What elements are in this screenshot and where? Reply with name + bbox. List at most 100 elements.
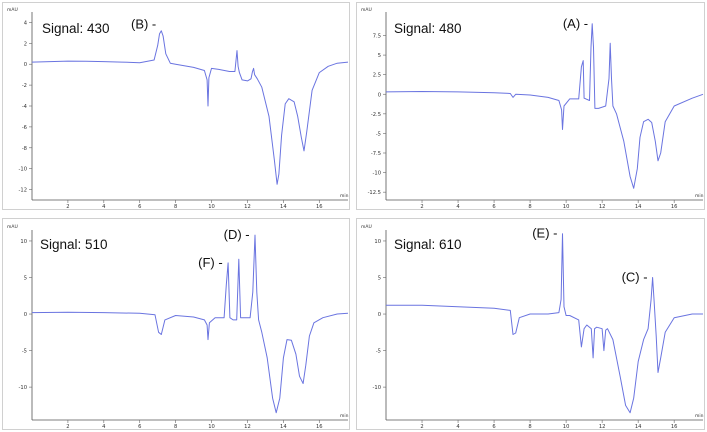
- y-tick-label: 5: [24, 276, 27, 282]
- peak-annotations: (B) -: [131, 17, 156, 32]
- signal-title: Signal: 510: [40, 237, 108, 252]
- y-tick-label: 10: [374, 239, 381, 245]
- x-tick-label: 8: [174, 204, 177, 210]
- y-tick-label: 2: [24, 41, 27, 47]
- peak-label: (B) -: [131, 17, 156, 32]
- axis-ticks: 4 2 0 -2 -4 -6 -8 -10 -12 2 4 6 8 10 12 14 16: [19, 20, 323, 210]
- signal-trace: [31, 234, 349, 414]
- peak-label: (C) -: [622, 270, 648, 285]
- chromatogram-plot: mAU min 10 5 0 -5 -10 2 4 6 8 10 12 14 16 Signal: 61…: [356, 218, 705, 430]
- x-tick-label: 6: [492, 204, 495, 210]
- y-tick-label: 7.5: [373, 34, 381, 40]
- y-unit-label: mAU: [7, 224, 18, 230]
- x-tick-label: 2: [66, 204, 69, 210]
- y-tick-label: -10: [19, 167, 27, 173]
- axis-ticks: 7.5 5 2.5 0 -2.5 -5 -7.5 -10 -12.5 2 4 6 8 10 12 14 16: [368, 34, 678, 211]
- y-tick-label: 0: [24, 62, 27, 68]
- x-tick-label: 16: [671, 204, 678, 210]
- x-tick-label: 8: [528, 204, 531, 210]
- x-tick-label: 8: [174, 424, 177, 430]
- y-tick-label: -10: [373, 171, 381, 177]
- x-unit-label: min: [340, 413, 349, 419]
- y-tick-label: -12.5: [368, 190, 381, 196]
- chromatogram-plot: mAU min 7.5 5 2.5 0 -2.5 -5 -7.5 -10 -12.5 2 4 6 8 10…: [356, 2, 705, 210]
- y-tick-label: -10: [373, 385, 381, 391]
- y-tick-label: -5: [376, 131, 381, 137]
- signal-title: Signal: 480: [394, 21, 462, 36]
- x-tick-label: 2: [420, 424, 423, 430]
- panel-frame: [2, 2, 350, 210]
- y-tick-label: -5: [376, 349, 381, 355]
- x-tick-label: 12: [599, 204, 606, 210]
- y-unit-label: mAU: [361, 224, 372, 230]
- chromatogram-panel-430: mAU min 4 2 0 -2 -4 -6 -8 -10 -12 2 4 6 8 10 12 14 16 Si…: [2, 2, 350, 210]
- panel-frame: [356, 2, 705, 210]
- peak-label: (D) -: [224, 227, 250, 242]
- y-tick-label: 4: [24, 20, 28, 26]
- x-tick-label: 10: [563, 204, 570, 210]
- y-tick-label: 5: [378, 53, 381, 59]
- signal-trace: [386, 233, 703, 414]
- y-tick-label: -5: [22, 349, 27, 355]
- chromatogram-plot: mAU min 4 2 0 -2 -4 -6 -8 -10 -12 2 4 6 8 10 12 14 16 Si…: [2, 2, 350, 210]
- y-tick-label: -8: [22, 146, 27, 152]
- y-unit-label: mAU: [7, 7, 18, 13]
- signal-trace: [385, 23, 704, 189]
- peak-annotations: (F) -(D) -: [198, 227, 249, 270]
- y-tick-label: -2: [22, 83, 27, 89]
- y-tick-label: 0: [24, 312, 27, 318]
- x-tick-label: 4: [102, 204, 106, 210]
- axis-ticks: 10 5 0 -5 -10 2 4 6 8 10 12 14 16: [373, 239, 678, 430]
- x-unit-label: min: [695, 413, 704, 419]
- x-tick-label: 4: [456, 424, 460, 430]
- x-tick-label: 16: [316, 204, 323, 210]
- signal-title: Signal: 610: [394, 237, 462, 252]
- y-tick-label: 0: [378, 312, 381, 318]
- peak-label: (F) -: [198, 255, 223, 270]
- x-tick-label: 10: [208, 204, 215, 210]
- x-tick-label: 6: [492, 424, 495, 430]
- x-tick-label: 6: [138, 204, 141, 210]
- chromatogram-panel-510: mAU min 10 5 0 -5 -10 2 4 6 8 10 12 14 16 Signal: 51…: [2, 218, 350, 430]
- chromatogram-plot: mAU min 10 5 0 -5 -10 2 4 6 8 10 12 14 16 Signal: 51…: [2, 218, 350, 430]
- signal-title: Signal: 430: [42, 21, 110, 36]
- x-tick-label: 2: [420, 204, 423, 210]
- peak-label: (E) -: [532, 226, 557, 241]
- y-tick-label: 2.5: [373, 73, 381, 79]
- x-unit-label: min: [695, 193, 704, 199]
- panel-frame: [2, 218, 350, 430]
- peak-annotations: (E) - (C) -: [532, 226, 647, 285]
- x-tick-label: 14: [280, 204, 287, 210]
- x-tick-label: 16: [316, 424, 323, 430]
- y-tick-label: 10: [20, 239, 27, 245]
- y-tick-label: -6: [22, 125, 27, 131]
- y-tick-label: -10: [19, 385, 27, 391]
- chromatogram-panel-610: mAU min 10 5 0 -5 -10 2 4 6 8 10 12 14 16 Signal: 61…: [356, 218, 705, 430]
- x-tick-label: 6: [138, 424, 141, 430]
- peak-annotations: (A) -: [563, 16, 588, 31]
- y-tick-label: 5: [378, 276, 381, 282]
- x-tick-label: 14: [635, 424, 642, 430]
- axis-ticks: 10 5 0 -5 -10 2 4 6 8 10 12 14 16: [19, 239, 323, 430]
- y-tick-label: -12: [19, 188, 27, 194]
- x-tick-label: 8: [528, 424, 531, 430]
- chromatogram-panel-480: mAU min 7.5 5 2.5 0 -2.5 -5 -7.5 -10 -12.5 2 4 6 8 10…: [356, 2, 705, 210]
- y-unit-label: mAU: [361, 7, 372, 13]
- x-tick-label: 12: [244, 424, 251, 430]
- y-tick-label: -7.5: [371, 151, 381, 157]
- y-tick-label: -2.5: [371, 112, 381, 118]
- x-tick-label: 10: [208, 424, 215, 430]
- x-tick-label: 16: [671, 424, 678, 430]
- x-unit-label: min: [340, 193, 349, 199]
- peak-label: (A) -: [563, 16, 588, 31]
- panel-frame: [356, 218, 705, 430]
- x-tick-label: 14: [280, 424, 287, 430]
- x-tick-label: 10: [563, 424, 570, 430]
- x-tick-label: 12: [599, 424, 606, 430]
- x-tick-label: 4: [456, 204, 460, 210]
- x-tick-label: 4: [102, 424, 106, 430]
- signal-trace: [31, 30, 349, 185]
- x-tick-label: 12: [244, 204, 251, 210]
- x-tick-label: 2: [66, 424, 69, 430]
- x-tick-label: 14: [635, 204, 642, 210]
